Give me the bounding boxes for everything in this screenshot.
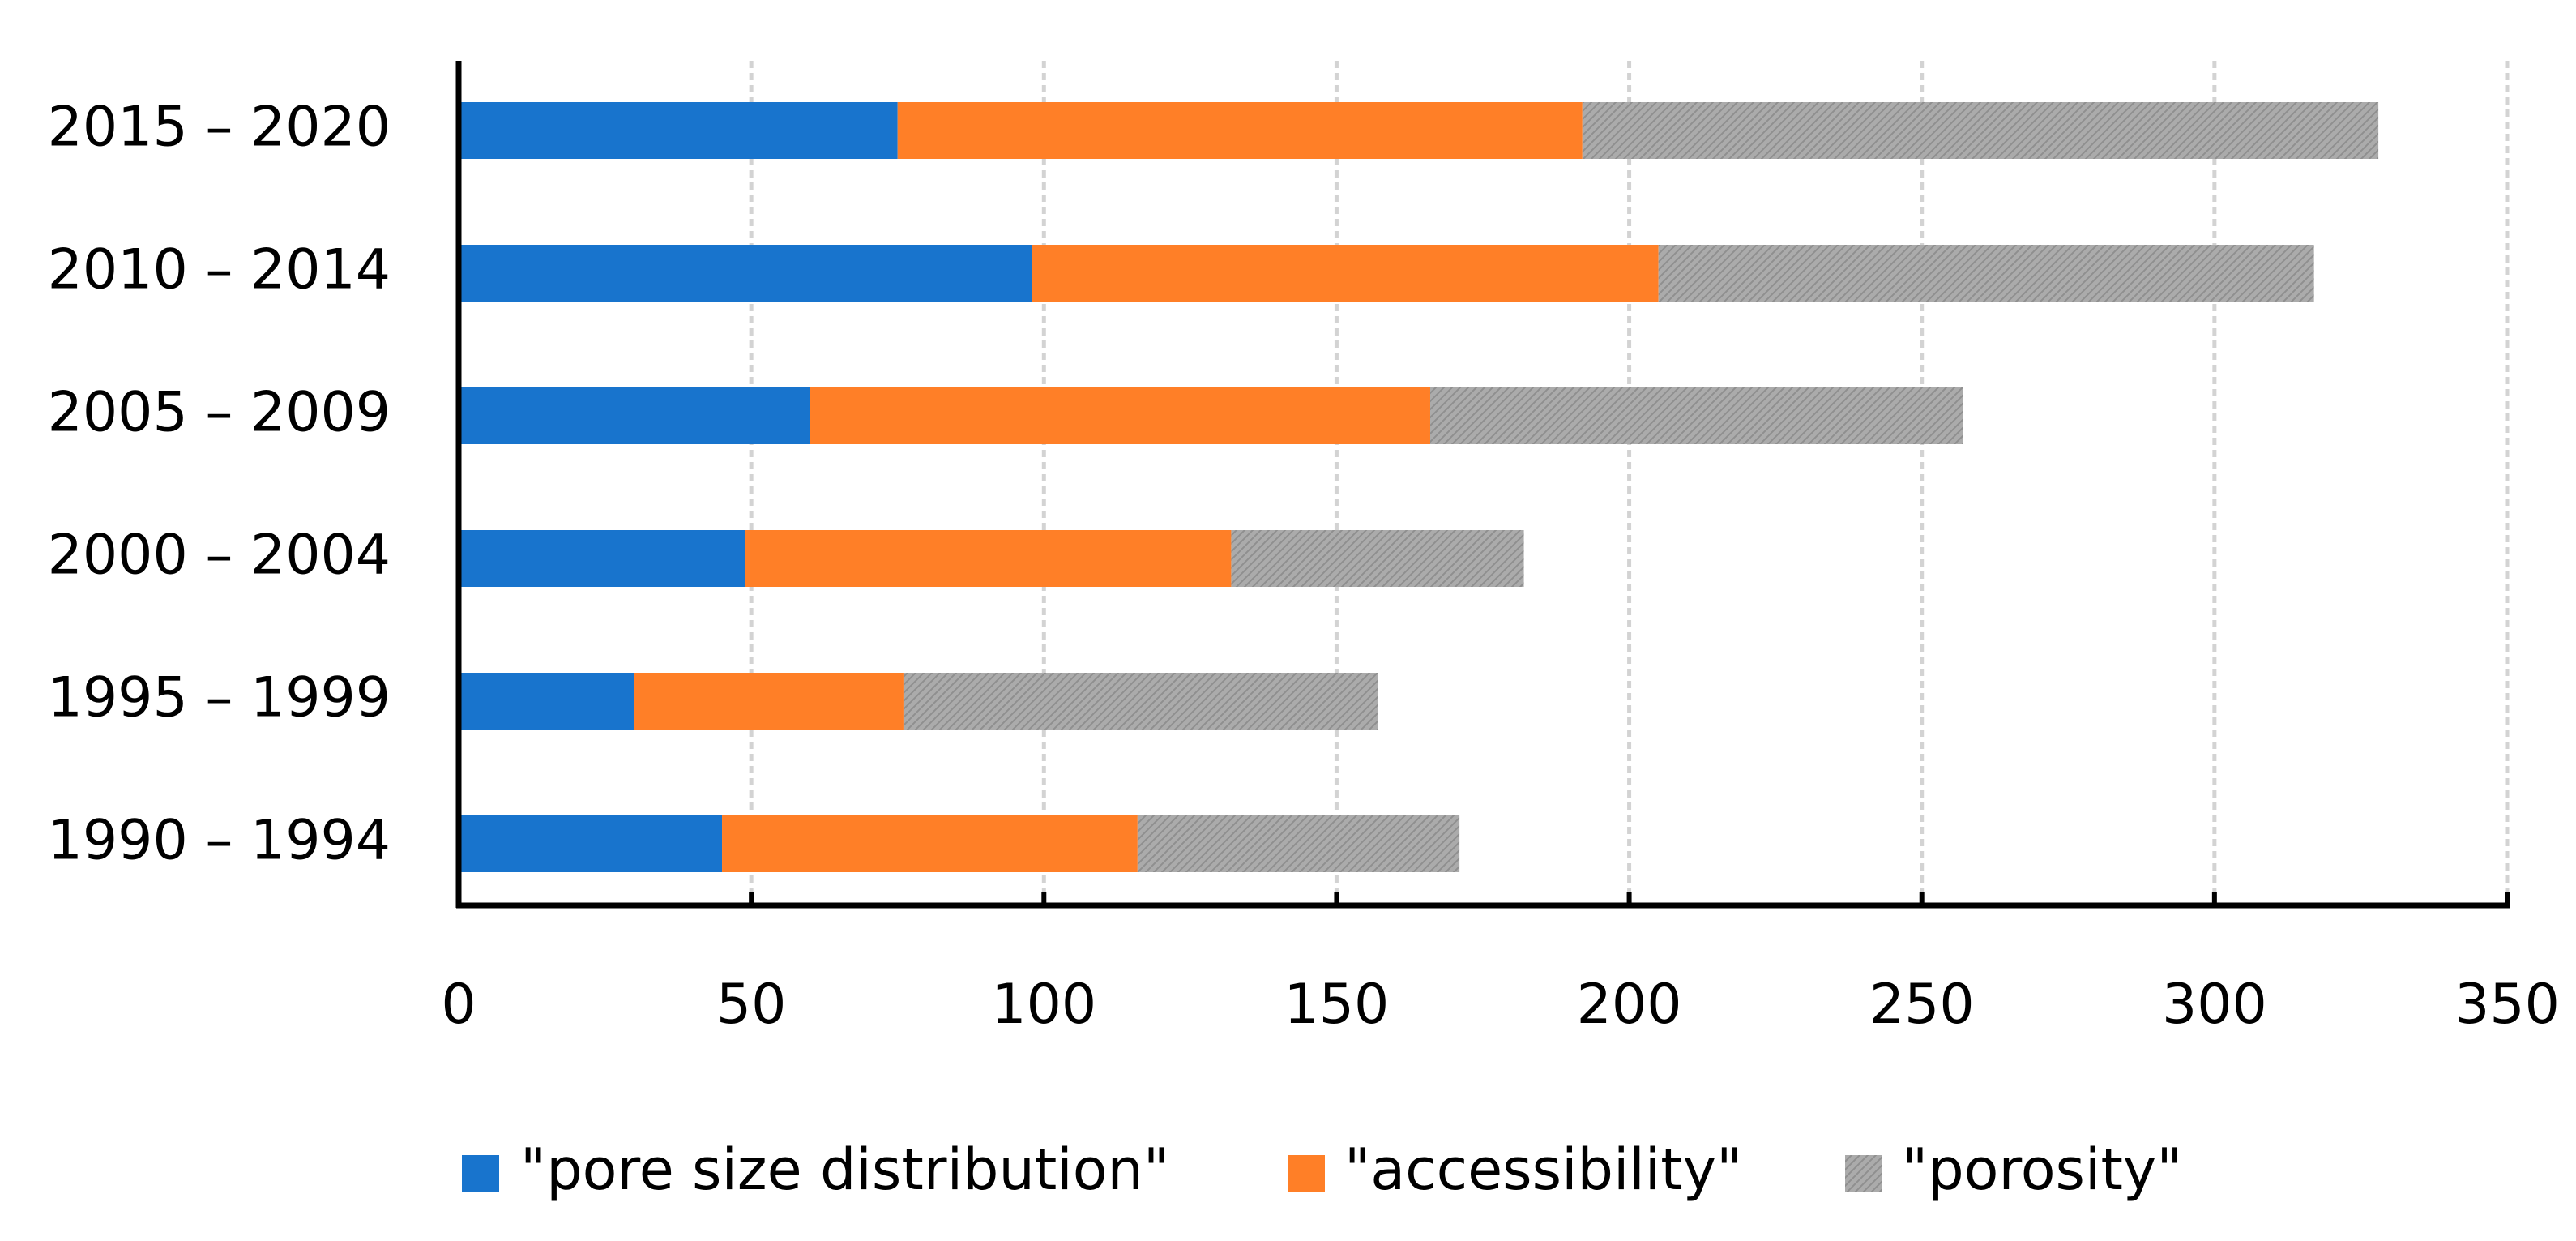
x-tick-label-200: 200 <box>1577 973 1682 1037</box>
tick-labels: 2015 – 2020 2010 – 2014 2005 – 2009 2000 – … <box>48 96 2560 1037</box>
legend: "pore size distribution" "accessibility" "… <box>462 1136 2183 1203</box>
y-tick-label-2015-2020: 2015 – 2020 <box>48 96 391 160</box>
x-tick-label-0: 0 <box>441 973 476 1037</box>
bar-pore-size-distribution-2015-2020 <box>459 102 898 159</box>
legend-swatch-pore-size-distribution <box>462 1155 499 1192</box>
y-tick-label-2000-2004: 2000 – 2004 <box>48 524 391 588</box>
legend-item-pore-size-distribution: "pore size distribution" <box>462 1136 1169 1203</box>
bar-porosity-1990-1994 <box>1137 815 1460 872</box>
bar-accessibility-2010-2014 <box>1032 245 1659 302</box>
legend-label-porosity: "porosity" <box>1902 1136 2183 1203</box>
bar-accessibility-2005-2009 <box>810 387 1430 444</box>
bar-porosity-2000-2004 <box>1231 530 1524 587</box>
x-tick-label-350: 350 <box>2454 973 2560 1037</box>
y-tick-label-1995-1999: 1995 – 1999 <box>48 666 391 730</box>
gridlines <box>749 61 2510 905</box>
bar-porosity-2015-2020 <box>1582 102 2379 159</box>
bar-pore-size-distribution-2010-2014 <box>459 245 1032 302</box>
legend-swatch-porosity <box>1845 1155 1882 1192</box>
y-tick-label-2010-2014: 2010 – 2014 <box>48 238 391 302</box>
x-tick-label-250: 250 <box>1869 973 1975 1037</box>
x-tick-label-150: 150 <box>1284 973 1390 1037</box>
bar-porosity-1995-1999 <box>903 673 1378 730</box>
y-tick-label-2005-2009: 2005 – 2009 <box>48 381 391 445</box>
legend-label-pore-size-distribution: "pore size distribution" <box>520 1136 1169 1203</box>
bar-porosity-2005-2009 <box>1429 387 1963 444</box>
y-tick-label-1990-1994: 1990 – 1994 <box>48 809 391 873</box>
bar-accessibility-1995-1999 <box>634 673 904 730</box>
bar-accessibility-2015-2020 <box>897 102 1583 159</box>
legend-item-accessibility: "accessibility" <box>1288 1136 1742 1203</box>
bar-pore-size-distribution-1990-1994 <box>459 815 723 872</box>
bar-pore-size-distribution-1995-1999 <box>459 673 634 730</box>
legend-swatch-accessibility <box>1288 1155 1325 1192</box>
x-tick-label-50: 50 <box>716 973 787 1037</box>
bar-accessibility-1990-1994 <box>722 815 1138 872</box>
bar-pore-size-distribution-2000-2004 <box>459 530 745 587</box>
x-tick-label-100: 100 <box>991 973 1096 1037</box>
bars <box>459 102 2379 872</box>
x-tick-label-300: 300 <box>2162 973 2267 1037</box>
bar-porosity-2010-2014 <box>1658 245 2314 302</box>
bar-pore-size-distribution-2005-2009 <box>459 387 810 444</box>
legend-label-accessibility: "accessibility" <box>1344 1136 1742 1203</box>
bar-accessibility-2000-2004 <box>745 530 1232 587</box>
axes <box>455 61 2510 909</box>
legend-item-porosity: "porosity" <box>1845 1136 2183 1203</box>
